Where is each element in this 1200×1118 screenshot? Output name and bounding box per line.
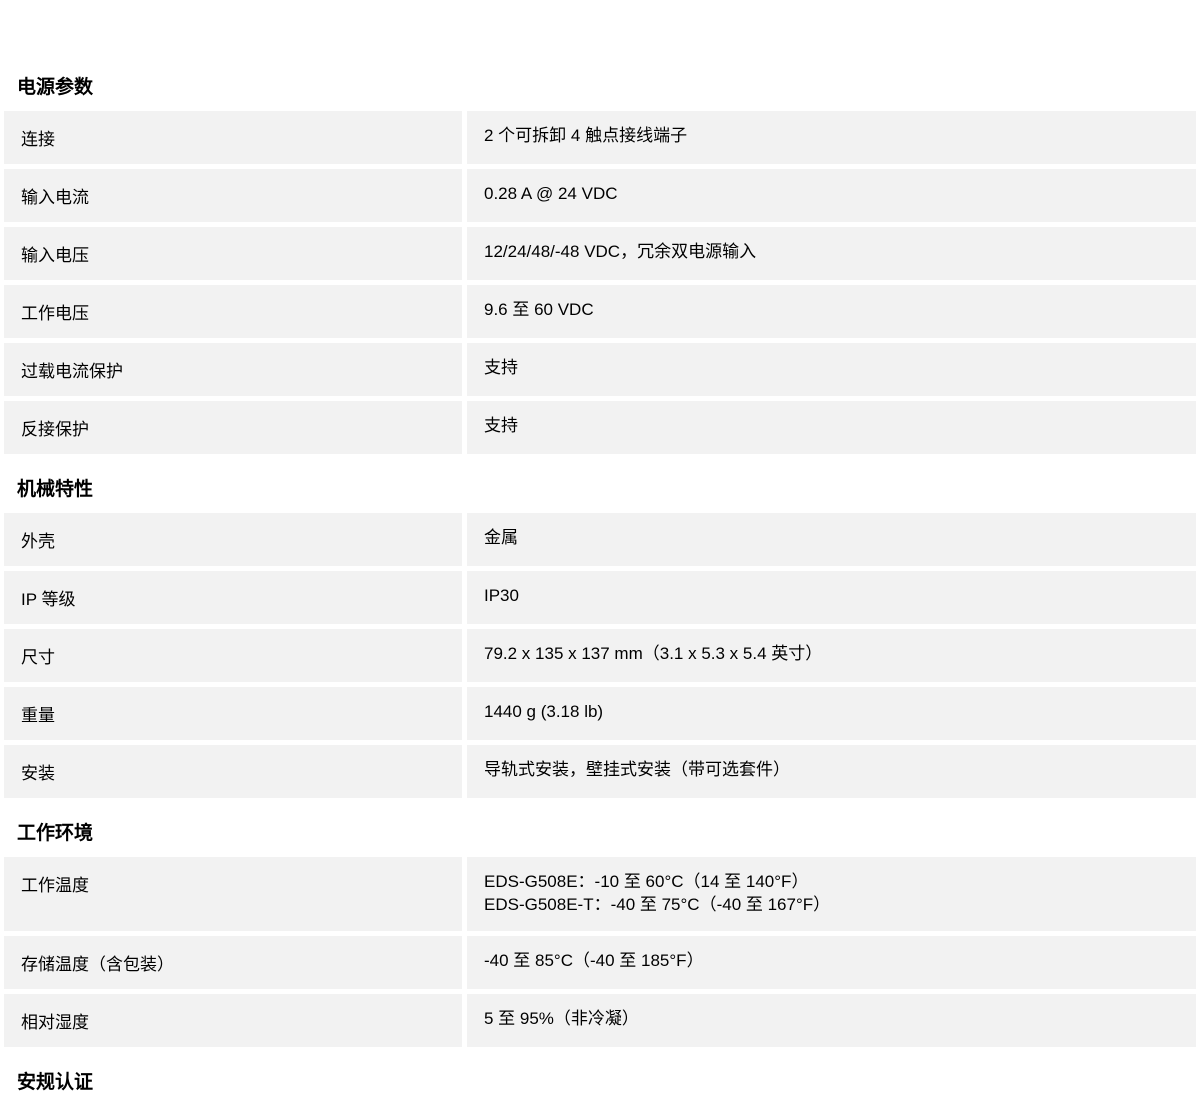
spec-document: 电源参数连接2 个可拆卸 4 触点接线端子输入电流0.28 A @ 24 VDC… bbox=[0, 0, 1200, 1118]
spec-row: 输入电压12/24/48/-48 VDC，冗余双电源输入 bbox=[4, 227, 1196, 280]
spec-label: 反接保护 bbox=[4, 401, 462, 454]
spec-value: 0.28 A @ 24 VDC bbox=[467, 169, 1196, 222]
spec-row: 安装导轨式安装，壁挂式安装（带可选套件） bbox=[4, 745, 1196, 798]
spec-row: 连接2 个可拆卸 4 触点接线端子 bbox=[4, 111, 1196, 164]
section-title: 机械特性 bbox=[4, 462, 1196, 513]
spec-section: 安规认证 bbox=[4, 1055, 1196, 1106]
spec-value: 支持 bbox=[467, 401, 1196, 454]
spec-value: 5 至 95%（非冷凝） bbox=[467, 994, 1196, 1047]
spec-label: 工作电压 bbox=[4, 285, 462, 338]
spec-row: 过载电流保护支持 bbox=[4, 343, 1196, 396]
spec-label: 输入电压 bbox=[4, 227, 462, 280]
spec-section: 机械特性外壳金属IP 等级IP30尺寸79.2 x 135 x 137 mm（3… bbox=[4, 462, 1196, 798]
spec-value: 1440 g (3.18 lb) bbox=[467, 687, 1196, 740]
spec-label: 连接 bbox=[4, 111, 462, 164]
spec-row: 外壳金属 bbox=[4, 513, 1196, 566]
spec-row: 反接保护支持 bbox=[4, 401, 1196, 454]
spec-row: 工作温度EDS-G508E：-10 至 60°C（14 至 140°F） EDS… bbox=[4, 857, 1196, 931]
spec-label: 安装 bbox=[4, 745, 462, 798]
spec-label: 输入电流 bbox=[4, 169, 462, 222]
spec-row: 相对湿度5 至 95%（非冷凝） bbox=[4, 994, 1196, 1047]
spec-value: 12/24/48/-48 VDC，冗余双电源输入 bbox=[467, 227, 1196, 280]
spec-row: 输入电流0.28 A @ 24 VDC bbox=[4, 169, 1196, 222]
spec-value: 2 个可拆卸 4 触点接线端子 bbox=[467, 111, 1196, 164]
spec-label: 存储温度（含包装） bbox=[4, 936, 462, 989]
spec-section: 电源参数连接2 个可拆卸 4 触点接线端子输入电流0.28 A @ 24 VDC… bbox=[4, 60, 1196, 454]
spec-value: 导轨式安装，壁挂式安装（带可选套件） bbox=[467, 745, 1196, 798]
spec-label: 尺寸 bbox=[4, 629, 462, 682]
spec-label: 过载电流保护 bbox=[4, 343, 462, 396]
spec-row: 重量1440 g (3.18 lb) bbox=[4, 687, 1196, 740]
spec-label: IP 等级 bbox=[4, 571, 462, 624]
spec-value: EDS-G508E：-10 至 60°C（14 至 140°F） EDS-G50… bbox=[467, 857, 1196, 931]
spec-value: IP30 bbox=[467, 571, 1196, 624]
spec-label: 外壳 bbox=[4, 513, 462, 566]
section-title: 电源参数 bbox=[4, 60, 1196, 111]
spec-row: 工作电压9.6 至 60 VDC bbox=[4, 285, 1196, 338]
spec-value: 金属 bbox=[467, 513, 1196, 566]
spec-value: 79.2 x 135 x 137 mm（3.1 x 5.3 x 5.4 英寸） bbox=[467, 629, 1196, 682]
section-title: 工作环境 bbox=[4, 806, 1196, 857]
spec-row: 存储温度（含包装）-40 至 85°C（-40 至 185°F） bbox=[4, 936, 1196, 989]
spec-label: 重量 bbox=[4, 687, 462, 740]
spec-value: -40 至 85°C（-40 至 185°F） bbox=[467, 936, 1196, 989]
spec-section: 工作环境工作温度EDS-G508E：-10 至 60°C（14 至 140°F）… bbox=[4, 806, 1196, 1047]
section-title: 安规认证 bbox=[4, 1055, 1196, 1106]
spec-row: IP 等级IP30 bbox=[4, 571, 1196, 624]
spec-label: 工作温度 bbox=[4, 857, 462, 931]
spec-row: 尺寸79.2 x 135 x 137 mm（3.1 x 5.3 x 5.4 英寸… bbox=[4, 629, 1196, 682]
spec-label: 相对湿度 bbox=[4, 994, 462, 1047]
spec-value: 9.6 至 60 VDC bbox=[467, 285, 1196, 338]
spec-value: 支持 bbox=[467, 343, 1196, 396]
